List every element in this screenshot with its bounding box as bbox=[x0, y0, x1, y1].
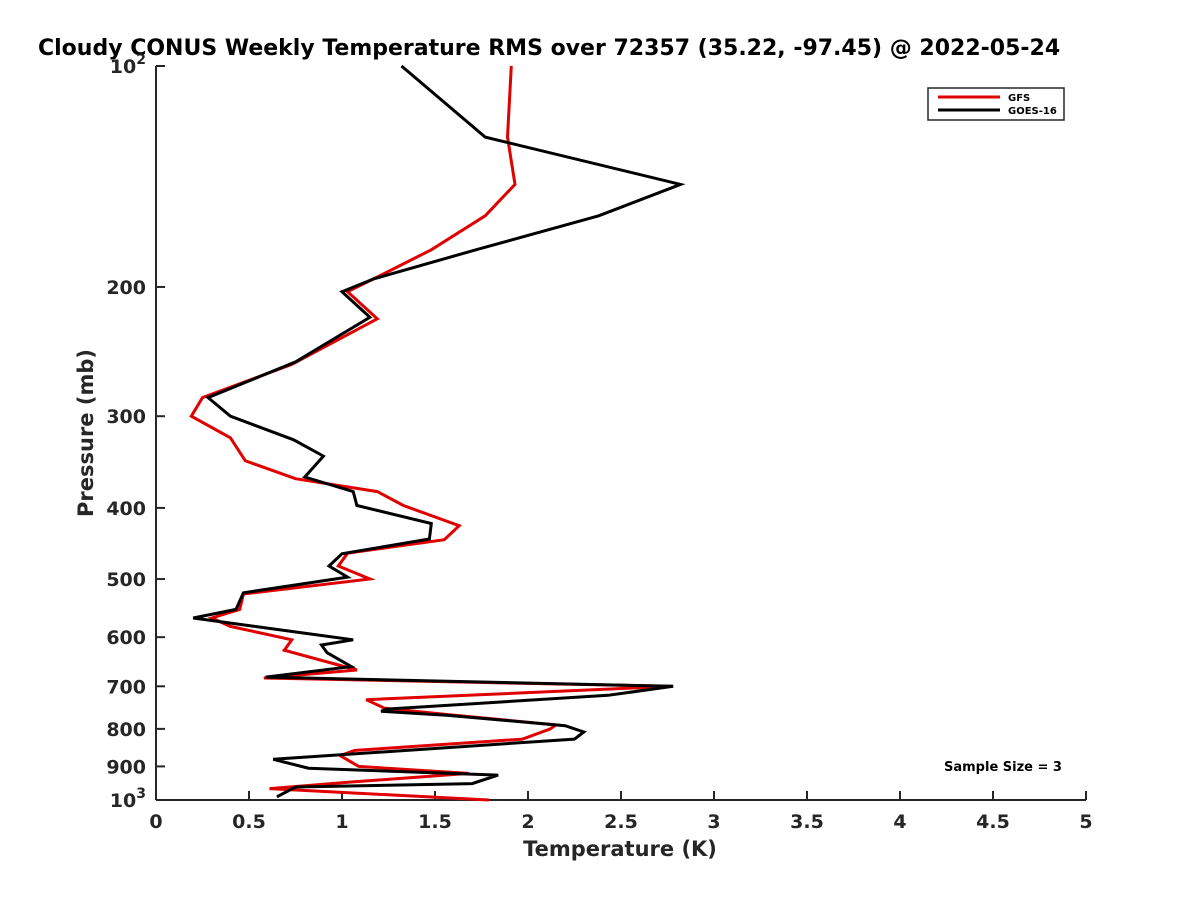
x-tick-label: 1.5 bbox=[418, 811, 452, 833]
sample-size-annotation: Sample Size = 3 bbox=[944, 760, 1062, 775]
x-tick-label: 3.5 bbox=[790, 811, 824, 833]
chart-title: Cloudy CONUS Weekly Temperature RMS over… bbox=[38, 36, 1060, 61]
x-tick-label: 1 bbox=[335, 811, 348, 833]
x-tick-label: 4 bbox=[893, 811, 906, 833]
y-tick-label: 600 bbox=[106, 627, 146, 649]
y-axis-label: Pressure (mb) bbox=[74, 349, 98, 517]
x-tick-label: 3 bbox=[707, 811, 720, 833]
x-tick-label: 2.5 bbox=[604, 811, 638, 833]
series-line-goes-16 bbox=[192, 64, 686, 799]
x-axis-label: Temperature (K) bbox=[523, 837, 717, 861]
x-tick-label: 4.5 bbox=[976, 811, 1010, 833]
x-tick-label: 0 bbox=[149, 811, 162, 833]
axes: 0 0.5 1 1.5 2 2.5 3 3.5 4 4.5 5 102 200 300 400 500 600 7… bbox=[106, 52, 1092, 833]
y-tick-label: 200 bbox=[106, 277, 146, 299]
y-tick-label: 102 bbox=[110, 52, 146, 78]
y-tick-label: 300 bbox=[106, 406, 146, 428]
legend-label: GOES-16 bbox=[1008, 106, 1057, 117]
y-tick-label: 500 bbox=[106, 569, 146, 591]
y-tick-label: 700 bbox=[106, 676, 146, 698]
y-tick-label: 800 bbox=[106, 719, 146, 741]
y-tick-label: 900 bbox=[106, 756, 146, 778]
x-tick-label: 0.5 bbox=[232, 811, 266, 833]
x-tick-label: 2 bbox=[521, 811, 534, 833]
series-lines bbox=[189, 64, 686, 802]
x-tick-label: 5 bbox=[1079, 811, 1092, 833]
y-tick-label: 400 bbox=[106, 498, 146, 520]
legend: GFS GOES-16 bbox=[927, 87, 1065, 121]
legend-label: GFS bbox=[1008, 93, 1030, 104]
y-tick-label: 103 bbox=[110, 786, 146, 812]
legend-box bbox=[927, 87, 1065, 121]
